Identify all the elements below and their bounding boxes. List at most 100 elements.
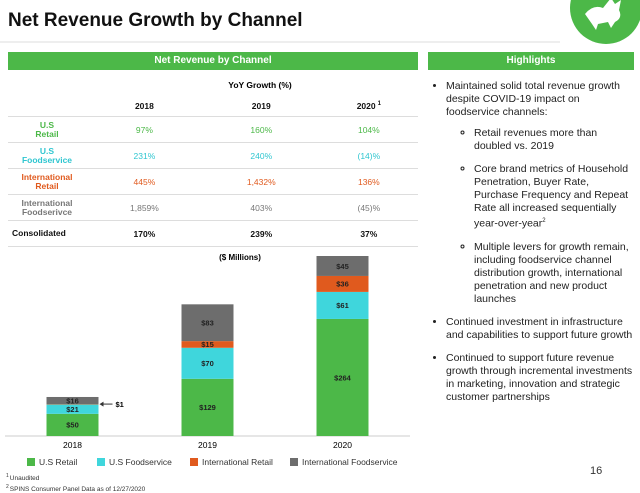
table-cell: 239% <box>202 220 320 247</box>
column-label: 2018 <box>134 101 154 111</box>
sub-bullet-text: Core brand metrics of Household Penetrat… <box>474 163 629 230</box>
row-label-line: Retail <box>35 128 59 139</box>
row-label: International Foodserivce <box>8 194 86 221</box>
footnote-mark: 2 <box>6 484 9 491</box>
legend-label: International Foodservice <box>302 457 398 467</box>
x-tick-label: 2018 <box>63 440 82 450</box>
column-header: 2019 <box>202 96 320 117</box>
bullet-list: Maintained solid total revenue growth de… <box>428 80 633 404</box>
table-cell: 170% <box>86 220 203 247</box>
value-label: $36 <box>336 280 349 289</box>
bullet-text: Maintained solid total revenue growth de… <box>446 80 620 118</box>
row-label-line: Foodservice <box>21 154 73 165</box>
footnote-text: Unaudited <box>9 475 40 483</box>
table-cell: 240% <box>202 142 320 169</box>
bar-segment <box>316 318 369 436</box>
footnotes: 1Unaudited 2SPINS Consumer Panel Data as … <box>6 472 145 493</box>
highlights-header: Highlights <box>428 52 634 70</box>
bar-segment <box>46 404 99 414</box>
column-header: 2018 <box>86 96 203 117</box>
value-label: $264 <box>334 373 352 382</box>
bar-segment <box>316 275 369 292</box>
table-cell: 1,859% <box>86 194 203 221</box>
legend-swatch <box>27 458 35 466</box>
column-header: 2020 1 <box>319 96 418 117</box>
legend-swatch <box>97 458 105 466</box>
bar-segment <box>181 341 234 348</box>
value-label: $1 <box>116 400 124 409</box>
logo-mark <box>585 0 621 30</box>
footnote: 2SPINS Consumer Panel Data as of 12/27/2… <box>6 483 145 493</box>
group-header: YoY Growth (%) <box>228 80 292 90</box>
growth-table: 2018 2019 2020 1 U.S Retail 97% 160% 104% U.S Food… <box>8 96 418 247</box>
row-label-line: Retail <box>35 180 59 191</box>
bar-segment <box>181 378 234 436</box>
table-cell: 1,432% <box>202 168 320 195</box>
value-label: $83 <box>201 319 214 328</box>
row-label-line: International <box>21 171 73 182</box>
value-label: $21 <box>66 405 79 414</box>
corner-cell <box>8 96 86 117</box>
table-row: International Retail 445% 1,432% 136% <box>8 168 418 195</box>
slide-title: Net Revenue Growth by Channel <box>8 10 303 31</box>
column-label: 2019 <box>251 101 271 111</box>
row-label-line: U.S <box>39 119 55 130</box>
page-number: 16 <box>590 465 603 477</box>
table-cell: 403% <box>202 194 320 221</box>
sub-bullet-text: Retail revenues more than doubled vs. 20… <box>474 127 598 152</box>
footnote-text: SPINS Consumer Panel Data as of 12/27/20… <box>9 486 146 493</box>
value-label: $45 <box>336 262 349 271</box>
value-label: $129 <box>199 403 216 412</box>
footnote-mark: 1 <box>6 473 9 479</box>
table-cell: 160% <box>202 116 320 143</box>
row-label: U.S Foodservice <box>8 142 86 169</box>
table-row: International Foodserivce 1,859% 403% (45)% <box>8 194 418 221</box>
row-label: Consolidated <box>8 220 86 247</box>
value-label: $70 <box>201 359 214 368</box>
table-cell: (14)% <box>319 142 418 169</box>
bullet: Continued to support future revenue grow… <box>446 352 633 404</box>
bullet: Continued investment in infrastructure a… <box>446 316 633 342</box>
header-row: 2018 2019 2020 1 <box>8 96 418 117</box>
sub-list: Retail revenues more than doubled vs. 20… <box>446 127 633 306</box>
bullet: Maintained solid total revenue growth de… <box>446 80 633 306</box>
row-label-line: U.S <box>39 145 55 156</box>
column-note: 1 <box>377 101 381 108</box>
legend-label: International Retail <box>202 457 273 467</box>
bar-segment <box>181 347 234 379</box>
table-cell: 37% <box>319 220 418 247</box>
legend-label: U.S Retail <box>39 457 77 467</box>
x-tick-label: 2019 <box>198 440 217 450</box>
legend-label: U.S Foodservice <box>109 457 172 467</box>
table-cell: 445% <box>86 168 203 195</box>
sub-bullet: Core brand metrics of Household Penetrat… <box>474 163 633 231</box>
row-label-line: International <box>21 197 73 208</box>
table-cell: 231% <box>86 142 203 169</box>
bar-segment <box>316 256 369 276</box>
value-label: $50 <box>66 421 79 430</box>
legend-swatch <box>190 458 198 466</box>
bar-segment <box>316 291 369 319</box>
row-label: U.S Retail <box>8 116 86 143</box>
bullet-text: Continued investment in infrastructure a… <box>446 315 633 341</box>
table-header: Net Revenue by Channel <box>8 52 418 70</box>
arrow-head <box>99 401 104 407</box>
chart-title: ($ Millions) <box>219 253 261 262</box>
table-row: Consolidated 170% 239% 37% <box>8 220 418 247</box>
highlights: Maintained solid total revenue growth de… <box>428 80 633 414</box>
row-label-line: Consolidated <box>12 228 66 238</box>
table-cell: 97% <box>86 116 203 143</box>
sub-bullet: Multiple levers for growth remain, inclu… <box>474 241 633 306</box>
value-label: $15 <box>201 340 214 349</box>
column-label: 2020 <box>356 101 376 111</box>
x-tick-label: 2020 <box>333 440 352 450</box>
legend-swatch <box>290 458 298 466</box>
row-label: International Retail <box>8 168 86 195</box>
value-label: $16 <box>66 396 79 405</box>
bar-segment <box>46 413 99 436</box>
bar-segment <box>181 304 234 342</box>
row-label-line: Foodserivce <box>21 206 73 217</box>
sub-bullet-text: Multiple levers for growth remain, inclu… <box>474 240 629 305</box>
